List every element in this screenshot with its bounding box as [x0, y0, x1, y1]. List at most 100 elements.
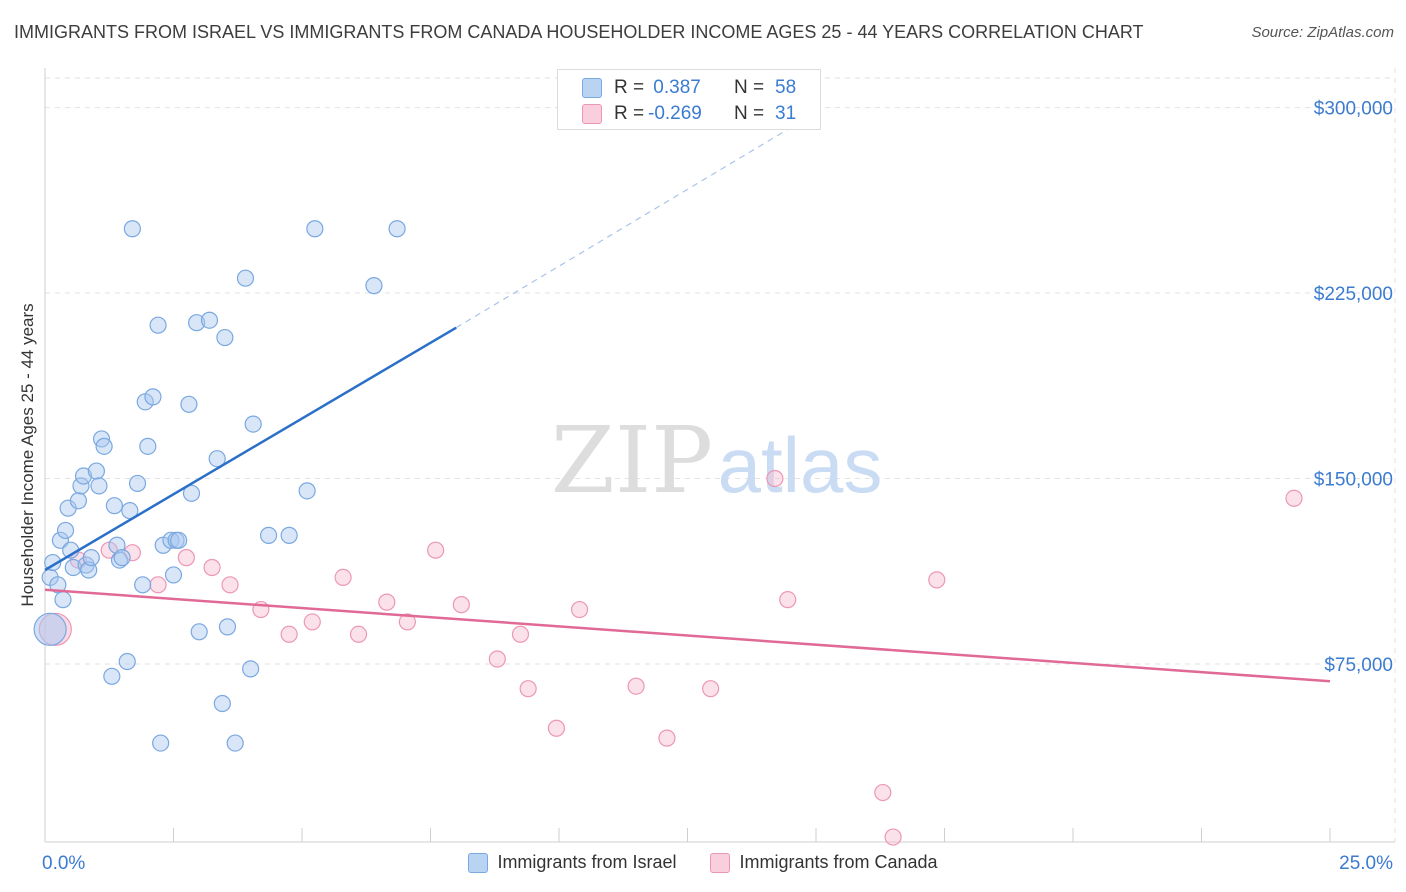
israel-point: [226, 734, 244, 752]
chart-title: IMMIGRANTS FROM ISRAEL VS IMMIGRANTS FRO…: [14, 22, 1144, 42]
canada-point: [519, 680, 537, 698]
israel-point: [280, 526, 298, 544]
israel-point: [82, 549, 100, 567]
canada-series-label: Immigrants from Canada: [739, 852, 938, 872]
y-tick-label: $75,000: [1324, 655, 1393, 676]
israel-point: [180, 395, 198, 413]
israel-point: [110, 551, 129, 569]
israel-point: [144, 388, 162, 406]
canada-point: [874, 783, 892, 802]
israel-point: [87, 462, 106, 480]
israel-points: [33, 220, 406, 752]
canada-point: [398, 613, 416, 631]
israel-point: [164, 566, 183, 584]
source-label: Source: ZipAtlas.com: [1251, 24, 1394, 41]
israel-point: [218, 618, 237, 636]
canada-points: [38, 469, 1303, 846]
israel-point: [190, 623, 208, 641]
israel-point: [123, 220, 141, 238]
israel-point: [54, 591, 72, 609]
canada-point: [928, 571, 946, 589]
israel-point: [259, 526, 278, 544]
legend-n-label: N =: [734, 77, 765, 98]
canada-point: [349, 625, 368, 643]
canada-point: [658, 729, 676, 747]
canada-point: [378, 593, 396, 611]
canada-point: [280, 625, 298, 643]
trend-lines: [44, 111, 1331, 683]
israel-trend-extension: [455, 111, 817, 329]
y-tick-label: $150,000: [1314, 469, 1393, 490]
israel-point: [170, 531, 188, 549]
israel-point: [388, 220, 406, 238]
israel-point: [69, 492, 88, 510]
tick-labels: $75,000 $150,000 $225,000 $300,000 0.0% 25.0%: [42, 99, 1393, 874]
israel-point: [365, 277, 383, 295]
y-tick-label: $300,000: [1314, 99, 1393, 120]
israel-point: [105, 497, 123, 515]
israel-point: [236, 269, 255, 287]
canada-point: [779, 591, 797, 609]
canada-point: [766, 469, 784, 488]
israel-point: [242, 660, 260, 678]
canada-point: [203, 558, 221, 577]
canada-point: [884, 828, 902, 846]
canada-point: [123, 544, 141, 562]
israel-point: [298, 482, 316, 500]
legend-n-value: 58: [775, 77, 797, 98]
x-tick-label: 25.0%: [1339, 853, 1393, 874]
israel-point: [113, 549, 131, 567]
canada-point: [452, 596, 470, 614]
israel-point: [74, 467, 93, 485]
canada-point: [427, 541, 445, 559]
watermark-atlas: atlas: [718, 421, 883, 509]
legend: R = 0.387 N = 58 R = -0.269 N = 31: [557, 69, 821, 130]
israel-point: [134, 576, 152, 594]
israel-point: [208, 450, 226, 468]
israel-trend-line: [44, 326, 457, 572]
legend-r-value: -0.269: [648, 103, 702, 124]
canada-point: [511, 625, 530, 643]
legend-r-label: R =: [614, 103, 645, 124]
canada-point: [149, 576, 167, 594]
israel-point: [188, 314, 206, 332]
canada-point: [334, 568, 352, 587]
israel-swatch: [468, 852, 489, 873]
israel-point: [200, 311, 219, 329]
israel-point: [56, 521, 75, 540]
y-axis-label: Householder Income Ages 25 - 44 years: [18, 303, 37, 606]
israel-point: [182, 484, 201, 502]
canada-point: [177, 549, 195, 567]
legend-r-label: R =: [614, 77, 645, 98]
israel-point: [72, 477, 90, 495]
canada-point: [547, 719, 566, 737]
axes: [44, 68, 1395, 843]
israel-point: [244, 415, 262, 433]
series-legend-canada: Immigrants from Canada: [710, 852, 938, 873]
canada-point: [702, 680, 720, 698]
israel-point: [139, 437, 157, 455]
canada-swatch: [710, 852, 731, 873]
israel-point: [118, 652, 136, 671]
canada-point: [488, 650, 506, 668]
israel-point: [152, 734, 170, 752]
legend-swatch-canada: [582, 104, 602, 124]
legend-row-israel: R = 0.387 N = 58: [558, 75, 820, 101]
canada-point: [1285, 489, 1303, 507]
israel-point: [149, 316, 167, 334]
legend-swatch-israel: [582, 78, 602, 98]
canada-point: [303, 613, 321, 631]
israel-point: [90, 477, 108, 495]
legend-row-canada: R = -0.269 N = 31: [558, 101, 820, 127]
israel-point: [306, 220, 324, 238]
series-legend-israel: Immigrants from Israel: [468, 852, 676, 873]
israel-point: [103, 667, 121, 685]
israel-point: [128, 474, 147, 493]
israel-point: [33, 612, 67, 646]
israel-point: [216, 328, 234, 347]
israel-point: [213, 694, 231, 713]
legend-n-label: N =: [734, 103, 765, 124]
legend-r-value: 0.387: [648, 77, 701, 98]
israel-point: [95, 437, 113, 455]
x-tick-label: 0.0%: [42, 853, 85, 874]
